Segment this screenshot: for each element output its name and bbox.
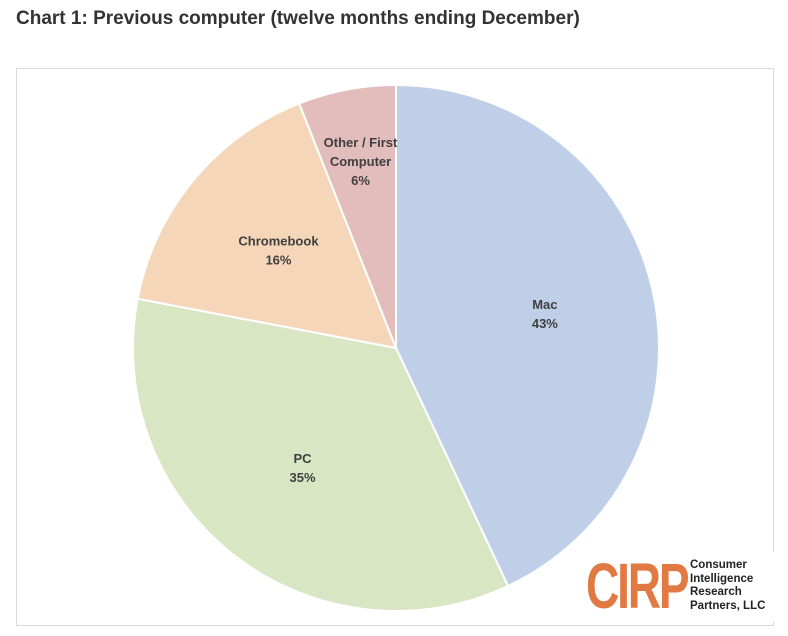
logo-mark: CIRP	[586, 550, 690, 622]
slice-value-label: 43%	[532, 316, 558, 331]
pie-slice-mac	[395, 83, 660, 588]
pie-chart: Mac 43% PC 35% Chromebook 16% Other / First Com…	[132, 83, 660, 612]
logo-line: Intelligence	[690, 572, 754, 585]
slice-category-label: Other / First	[324, 135, 398, 150]
logo-text: Consumer Intelligence Research Partners,…	[690, 559, 765, 613]
logo-line: Consumer	[690, 559, 747, 571]
slice-value-label: 6%	[351, 173, 370, 188]
cirp-logo: CIRP Consumer Intelligence Research Part…	[586, 550, 776, 622]
pie-slice-chromebook	[136, 102, 398, 350]
page-title: Chart 1: Previous computer (twelve month…	[16, 8, 580, 29]
slice-value-label: 35%	[289, 470, 315, 485]
slice-label-mac: Mac 43%	[532, 297, 558, 331]
slice-value-label: 16%	[265, 252, 291, 267]
slice-label-other: Other / First Computer 6%	[324, 135, 398, 188]
slice-category-label: Computer	[330, 154, 391, 169]
logo-line: Partners, LLC	[690, 599, 766, 612]
pie-slice-pc	[132, 297, 510, 612]
slice-category-label: PC	[293, 451, 312, 466]
slice-category-label: Mac	[532, 297, 557, 312]
slice-category-label: Chromebook	[238, 233, 319, 248]
slice-label-pc: PC 35%	[289, 451, 315, 485]
chart-frame: Mac 43% PC 35% Chromebook 16% Other / First Com…	[16, 68, 774, 626]
slice-label-chromebook: Chromebook 16%	[238, 233, 319, 267]
pie-slice-other	[297, 83, 397, 349]
logo-line: Research	[690, 586, 742, 598]
